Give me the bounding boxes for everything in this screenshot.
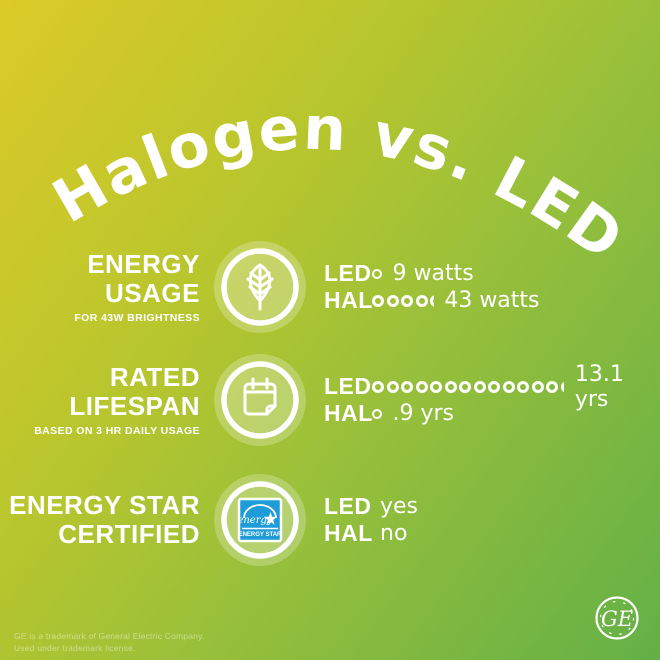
comparison-energy-star: LED yes HAL no — [324, 493, 418, 547]
leaf-badge — [200, 239, 320, 335]
led-value: 13.1 yrs — [574, 361, 624, 412]
energy-star-badge: energy ENERGY STAR — [200, 472, 320, 568]
row-title-line: ENERGY — [87, 249, 200, 279]
led-value: 9 watts — [392, 261, 474, 286]
hal-label: HAL — [324, 287, 373, 313]
comparison-rated-lifespan: LED 13.1 yrs HAL .9 yrs — [324, 362, 660, 427]
row-energy-star: ENERGY STAR CERTIFIED energy ENERGY STAR… — [0, 474, 660, 566]
row-caption: BASED ON 3 HR DAILY USAGE — [34, 425, 200, 437]
ge-monogram-text: GE — [601, 607, 633, 631]
led-line: LED 13.1 yrs — [324, 362, 660, 412]
led-dot-tally — [372, 268, 385, 279]
hal-value: 43 watts — [444, 288, 540, 313]
calendar-badge — [200, 352, 320, 448]
led-dot-tally — [372, 380, 567, 393]
row-title-line: LIFESPAN — [69, 391, 200, 421]
row-label-energy-usage: ENERGY USAGE FOR 43W BRIGHTNESS — [0, 249, 200, 325]
ge-monogram-icon: GE — [595, 596, 639, 640]
hal-line: HAL .9 yrs — [324, 400, 660, 427]
row-energy-usage: ENERGY USAGE FOR 43W BRIGHTNESS — [0, 237, 660, 337]
energy-script-text: energy — [237, 515, 272, 526]
calendar-icon — [214, 354, 306, 446]
fineprint-line: GE is a trademark of General Electric Co… — [14, 631, 205, 641]
row-caption: FOR 43W BRIGHTNESS — [74, 312, 200, 324]
row-label-rated-lifespan: RATED LIFESPAN BASED ON 3 HR DAILY USAGE — [0, 362, 200, 438]
row-title-line: USAGE — [105, 278, 200, 308]
hal-label: HAL — [324, 400, 373, 426]
fineprint-line: Used under trademark license. — [14, 643, 136, 653]
led-value: yes — [380, 494, 419, 519]
led-line: LED 9 watts — [324, 260, 540, 287]
led-label: LED — [324, 373, 372, 399]
hal-line: HAL 43 watts — [324, 287, 540, 314]
row-title-line: RATED — [109, 362, 200, 392]
led-label: LED — [324, 260, 372, 286]
hal-dot-tally — [372, 294, 436, 307]
led-line: LED yes — [324, 493, 418, 520]
title-arc: Halogen vs. LED — [42, 93, 635, 275]
leaf-icon — [214, 241, 306, 333]
hal-value: .9 yrs — [392, 401, 455, 426]
led-label: LED — [324, 493, 372, 519]
hal-line: HAL no — [324, 520, 418, 547]
comparison-energy-usage: LED 9 watts HAL 43 watts — [324, 260, 540, 314]
hal-dot-tally — [372, 408, 385, 419]
hal-label: HAL — [324, 520, 373, 546]
energy-star-icon: energy ENERGY STAR — [214, 474, 306, 566]
row-rated-lifespan: RATED LIFESPAN BASED ON 3 HR DAILY USAGE… — [0, 350, 660, 450]
energy-star-caption: ENERGY STAR — [239, 532, 282, 538]
row-label-energy-star: ENERGY STAR CERTIFIED — [0, 491, 200, 549]
row-title-line: CERTIFIED — [58, 519, 200, 549]
trademark-fineprint: GE is a trademark of General Electric Co… — [14, 630, 204, 654]
row-title-line: ENERGY STAR — [9, 490, 200, 520]
ge-logo: GE — [594, 595, 640, 646]
hal-value: no — [380, 521, 408, 546]
